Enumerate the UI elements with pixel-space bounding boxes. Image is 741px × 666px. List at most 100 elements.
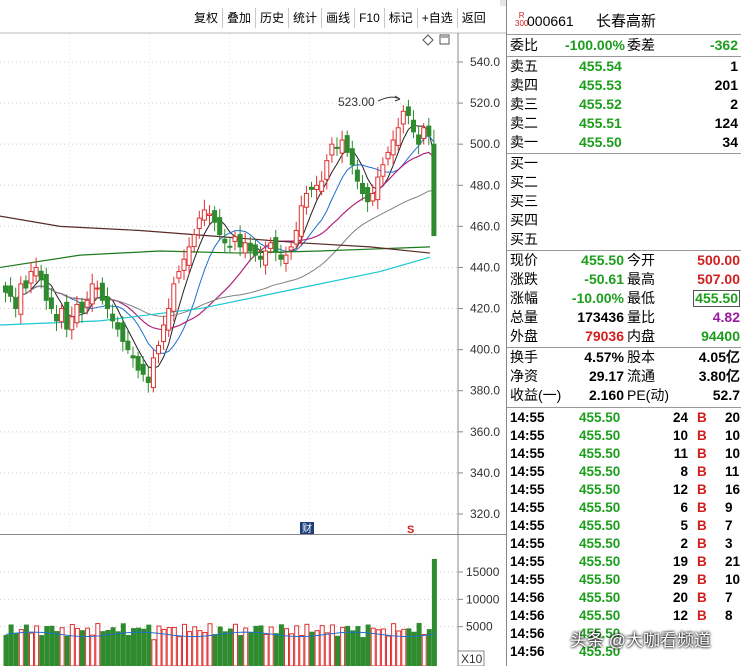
volume-bar[interactable] bbox=[171, 627, 177, 666]
candle-body[interactable] bbox=[334, 146, 340, 149]
volume-bar[interactable] bbox=[192, 626, 198, 666]
candle-body[interactable] bbox=[349, 148, 355, 166]
candle-body[interactable] bbox=[375, 176, 381, 201]
candle-body[interactable] bbox=[140, 363, 146, 375]
history-button[interactable]: 历史 bbox=[256, 8, 290, 28]
volume-bar[interactable] bbox=[217, 626, 223, 666]
candle-body[interactable] bbox=[247, 242, 253, 252]
add-watchlist-button[interactable]: +自选 bbox=[418, 8, 458, 28]
candle-body[interactable] bbox=[258, 255, 263, 260]
volume-bar[interactable] bbox=[95, 623, 101, 666]
volume-bar[interactable] bbox=[151, 639, 157, 666]
candle-body[interactable] bbox=[54, 313, 59, 322]
candle-body[interactable] bbox=[166, 308, 172, 331]
candle-body[interactable] bbox=[385, 151, 391, 160]
volume-bar[interactable] bbox=[233, 623, 238, 666]
volume-bar[interactable] bbox=[365, 624, 371, 666]
volume-bar[interactable] bbox=[34, 625, 40, 666]
restore-rights-button[interactable]: 复权 bbox=[190, 8, 224, 28]
candle-body[interactable] bbox=[411, 119, 416, 133]
volume-bar[interactable] bbox=[227, 628, 233, 666]
candle-body[interactable] bbox=[400, 110, 406, 125]
candle-body[interactable] bbox=[207, 213, 212, 216]
volume-bar[interactable] bbox=[18, 629, 24, 666]
buy-level-2[interactable]: 买二 bbox=[507, 173, 741, 192]
candle-body[interactable] bbox=[196, 217, 202, 230]
volume-bar[interactable] bbox=[161, 628, 167, 666]
volume-bar[interactable] bbox=[284, 628, 289, 666]
volume-bar[interactable] bbox=[309, 631, 315, 666]
volume-bar[interactable] bbox=[289, 633, 295, 666]
candle-body[interactable] bbox=[89, 283, 95, 305]
volume-bar[interactable] bbox=[74, 627, 80, 666]
volume-bar[interactable] bbox=[202, 632, 208, 666]
volume-bar[interactable] bbox=[314, 630, 320, 666]
volume-bar[interactable] bbox=[355, 626, 361, 666]
statistics-button[interactable]: 统计 bbox=[289, 8, 323, 28]
candle-body[interactable] bbox=[120, 322, 126, 342]
candle-body[interactable] bbox=[105, 296, 110, 310]
candle-body[interactable] bbox=[69, 316, 75, 331]
candle-body[interactable] bbox=[426, 125, 432, 137]
volume-bar[interactable] bbox=[80, 630, 85, 666]
buy-level-5[interactable]: 买五 bbox=[507, 230, 741, 249]
candle-body[interactable] bbox=[329, 143, 335, 156]
candle-body[interactable] bbox=[130, 355, 136, 359]
candle-body[interactable] bbox=[431, 143, 437, 237]
volume-bar[interactable] bbox=[411, 631, 417, 666]
buy-level-1[interactable]: 买一 bbox=[507, 154, 741, 173]
volume-bar[interactable] bbox=[146, 624, 152, 666]
volume-bar[interactable] bbox=[380, 628, 386, 666]
volume-bar[interactable] bbox=[345, 625, 351, 666]
buy-level-3[interactable]: 买三 bbox=[507, 192, 741, 211]
volume-bar[interactable] bbox=[406, 628, 412, 666]
candle-body[interactable] bbox=[176, 271, 182, 279]
candle-body[interactable] bbox=[191, 234, 197, 247]
candle-body[interactable] bbox=[64, 301, 70, 330]
volume-bar[interactable] bbox=[54, 631, 60, 666]
candle-body[interactable] bbox=[283, 254, 289, 264]
candle-body[interactable] bbox=[365, 187, 371, 203]
volume-bar[interactable] bbox=[426, 629, 432, 666]
candle-body[interactable] bbox=[186, 246, 192, 266]
volume-bar[interactable] bbox=[319, 625, 325, 666]
volume-bar[interactable] bbox=[3, 634, 9, 666]
volume-bar[interactable] bbox=[212, 634, 218, 666]
candle-body[interactable] bbox=[360, 182, 365, 194]
candle-body[interactable] bbox=[227, 245, 233, 248]
volume-bar[interactable] bbox=[105, 629, 111, 666]
candle-body[interactable] bbox=[13, 297, 19, 310]
volume-bar[interactable] bbox=[350, 630, 356, 666]
candle-body[interactable] bbox=[150, 357, 156, 389]
candle-body[interactable] bbox=[354, 169, 360, 182]
volume-bar[interactable] bbox=[431, 558, 437, 666]
candle-body[interactable] bbox=[298, 205, 304, 237]
candle-body[interactable] bbox=[74, 303, 80, 324]
candle-body[interactable] bbox=[273, 237, 279, 252]
volume-bar[interactable] bbox=[396, 630, 402, 666]
candle-body[interactable] bbox=[171, 283, 177, 312]
volume-bar[interactable] bbox=[166, 627, 172, 666]
volume-bar[interactable] bbox=[386, 635, 391, 666]
candle-body[interactable] bbox=[405, 106, 411, 116]
candle-body[interactable] bbox=[156, 345, 161, 355]
volume-bar[interactable] bbox=[329, 624, 335, 666]
candle-body[interactable] bbox=[115, 322, 121, 330]
candle-body[interactable] bbox=[242, 242, 248, 254]
candle-body[interactable] bbox=[125, 340, 131, 351]
volume-bar[interactable] bbox=[85, 627, 91, 666]
volume-bar[interactable] bbox=[29, 632, 34, 666]
buy-level-4[interactable]: 买四 bbox=[507, 211, 741, 230]
volume-bar[interactable] bbox=[304, 623, 310, 666]
kline-chart-area[interactable]: 复权 叠加 历史 统计 画线 F10 标记 +自选 返回 540.0 520.0 5… bbox=[0, 0, 610, 666]
volume-bar[interactable] bbox=[360, 637, 366, 666]
volume-bar[interactable] bbox=[238, 635, 244, 666]
volume-bar[interactable] bbox=[340, 626, 346, 666]
volume-bar[interactable] bbox=[64, 635, 70, 666]
candle-body[interactable] bbox=[252, 244, 258, 256]
candle-body[interactable] bbox=[161, 324, 167, 343]
volume-bar[interactable] bbox=[141, 628, 147, 666]
volume-chart[interactable]: 15000 10000 5000 X10 bbox=[0, 534, 506, 666]
candle-body[interactable] bbox=[84, 299, 90, 308]
volume-bar[interactable] bbox=[370, 627, 376, 666]
